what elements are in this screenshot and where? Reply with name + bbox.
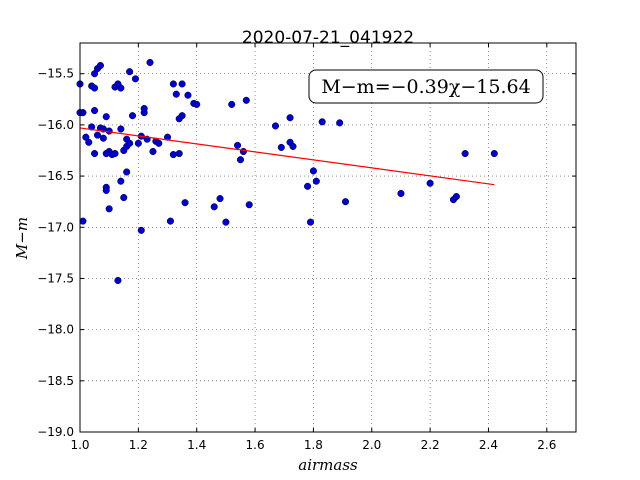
x-tick-label: 1.2	[129, 438, 148, 452]
data-point	[234, 141, 242, 149]
data-point	[239, 147, 247, 156]
x-tick-label: 1.8	[304, 438, 323, 452]
data-point	[341, 198, 350, 206]
y-tick-label: −15.5	[37, 67, 74, 81]
data-point	[172, 90, 180, 98]
data-point	[461, 150, 469, 158]
data-point	[228, 100, 236, 108]
data-point	[490, 150, 498, 158]
data-point	[312, 177, 320, 185]
data-points	[76, 58, 498, 285]
data-point	[146, 58, 154, 67]
y-tick-label: −16.0	[37, 118, 74, 132]
equation-box: M−m=−0.39χ−15.64	[308, 69, 544, 104]
data-point	[117, 125, 125, 133]
data-point	[120, 194, 128, 202]
data-point	[140, 104, 148, 113]
data-point	[184, 91, 192, 99]
data-point	[88, 123, 96, 131]
data-point	[102, 150, 110, 158]
data-point	[155, 139, 163, 147]
data-point	[91, 150, 99, 158]
equation-label: M−m=−0.39χ−15.64	[321, 76, 530, 98]
y-axis: −15.5 −16.0 −16.5 −17.0 −17.5 −18.0 −18.5 −19.0	[37, 67, 576, 439]
data-point	[114, 276, 122, 285]
data-point	[193, 100, 201, 108]
data-point	[126, 68, 134, 76]
data-point	[102, 186, 110, 194]
data-point	[128, 112, 137, 120]
data-point	[126, 139, 134, 147]
data-point	[123, 168, 131, 176]
data-point	[181, 199, 189, 207]
data-point	[166, 217, 174, 225]
x-tick-label: 1.4	[187, 438, 206, 452]
data-point	[271, 122, 280, 130]
plot-frame	[79, 42, 577, 433]
data-point	[426, 179, 434, 187]
data-point	[304, 182, 312, 190]
data-point	[175, 150, 183, 158]
data-point	[286, 114, 294, 122]
x-tick-label: 2.4	[479, 438, 498, 452]
data-point	[111, 150, 119, 158]
data-point	[236, 156, 245, 164]
x-axis-label: airmass	[298, 456, 358, 474]
data-point	[222, 218, 230, 226]
data-point	[91, 70, 99, 78]
y-axis-label: M−m	[13, 217, 31, 260]
data-point	[178, 80, 186, 88]
data-point	[306, 218, 315, 226]
data-point	[91, 84, 99, 92]
data-point	[452, 193, 460, 201]
y-tick-label: −17.0	[37, 220, 74, 234]
data-point	[277, 143, 285, 151]
y-tick-label: −16.5	[37, 169, 74, 183]
data-point	[102, 113, 110, 121]
data-point	[131, 75, 139, 83]
x-tick-label: 1.0	[70, 438, 89, 452]
x-axis: 1.0 1.2 1.4 1.6 1.8 2.0 2.2 2.4 2.6	[70, 43, 556, 452]
data-point	[134, 139, 142, 147]
data-point	[117, 84, 125, 92]
data-point	[216, 195, 224, 203]
data-point	[85, 138, 93, 146]
y-tick-label: −19.0	[37, 425, 74, 439]
data-point	[289, 142, 297, 150]
data-point	[96, 61, 104, 70]
data-point	[169, 80, 177, 88]
data-point	[117, 177, 125, 185]
data-point	[93, 131, 102, 139]
data-point	[336, 119, 344, 127]
data-point	[105, 205, 113, 213]
data-point	[91, 107, 99, 115]
data-point	[169, 151, 177, 159]
data-point	[309, 167, 317, 175]
data-point	[149, 147, 157, 156]
data-point	[245, 201, 253, 209]
data-point	[79, 217, 87, 225]
y-tick-label: −18.5	[37, 374, 74, 388]
data-point	[178, 112, 186, 120]
data-point	[397, 189, 405, 198]
data-point	[137, 226, 145, 234]
data-point	[99, 134, 107, 142]
x-tick-label: 2.6	[537, 438, 556, 452]
fit-line	[79, 127, 495, 186]
x-tick-label: 2.0	[362, 438, 381, 452]
x-tick-label: 1.6	[246, 438, 265, 452]
data-point	[210, 203, 218, 211]
chart-title: 2020-07-21_041922	[242, 28, 414, 48]
y-tick-label: −18.0	[37, 323, 74, 337]
x-tick-label: 2.2	[421, 438, 440, 452]
y-tick-label: −17.5	[37, 271, 74, 285]
data-point	[242, 96, 250, 104]
data-point	[318, 118, 326, 126]
